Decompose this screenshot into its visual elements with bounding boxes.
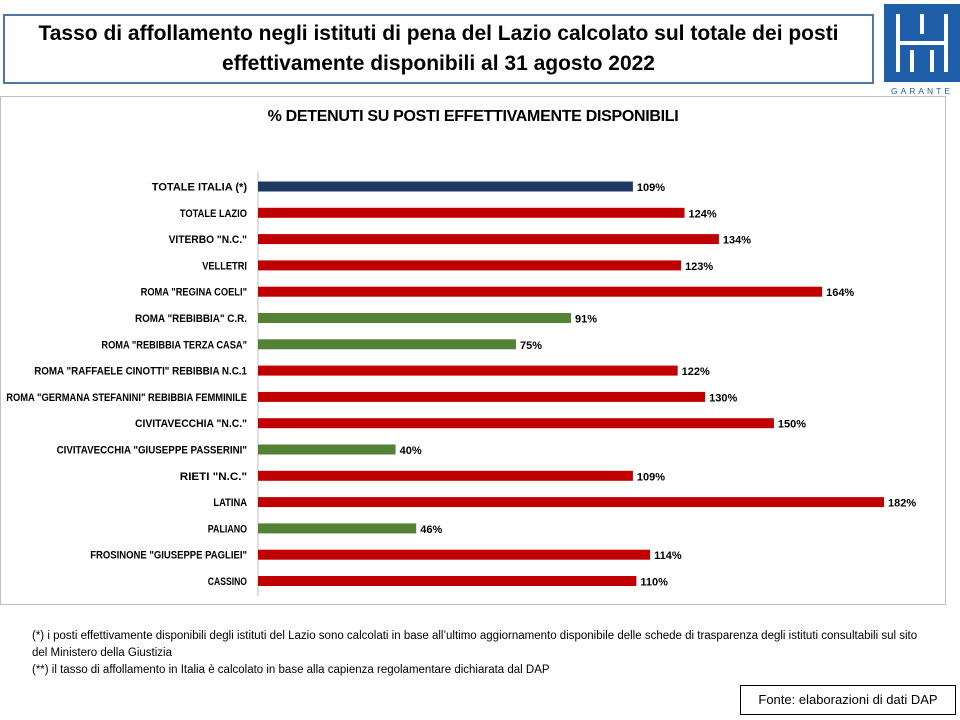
value-label: 110%: [640, 577, 668, 589]
value-label: 124%: [689, 208, 717, 220]
page-title-line1: Tasso di affollamento negli istituti di …: [38, 22, 839, 45]
footnote-2: (**) il tasso di affollamento in Italia …: [32, 664, 550, 676]
bar: [258, 234, 719, 245]
value-label: 182%: [888, 498, 916, 510]
category-label: RIETI "N.C.": [180, 471, 247, 483]
category-label: VITERBO "N.C.": [169, 234, 247, 246]
bar-chart: TOTALE ITALIA (*) TOTALE LAZIO VITERBO "N.…: [6, 171, 917, 597]
value-label: 109%: [637, 471, 665, 483]
bar: [258, 497, 884, 508]
bar: [258, 523, 417, 534]
value-label: 46%: [420, 524, 442, 536]
category-label: CIVITAVECCHIA "N.C.": [135, 418, 247, 430]
value-label: 75%: [520, 340, 542, 352]
value-label: 122%: [682, 366, 710, 378]
footnotes: (*) i posti effettivamente disponibili d…: [32, 628, 932, 679]
value-label: 150%: [778, 419, 806, 431]
bar: [258, 339, 516, 350]
bar: [258, 549, 651, 560]
bar: [258, 576, 637, 586]
bar: [258, 418, 774, 429]
svg-text:GARANTE: GARANTE: [891, 86, 953, 96]
category-label: ROMA "GERMANA STEFANINI" REBIBBIA FEMMIN…: [6, 392, 247, 404]
chart-area: [0, 96, 946, 605]
category-label: TOTALE ITALIA (*): [152, 182, 248, 194]
bar: [258, 260, 682, 271]
category-label: ROMA "REBIBBIA TERZA CASA": [101, 339, 247, 351]
category-labels: TOTALE ITALIA (*) TOTALE LAZIO VITERBO "N.…: [6, 182, 247, 589]
value-label: 134%: [723, 235, 751, 247]
category-label: VELLETRI: [202, 260, 247, 272]
page-title: Tasso di affollamento negli istituti di …: [3, 14, 874, 84]
bar: [258, 313, 571, 323]
bar: [258, 207, 685, 218]
footnote-1: (*) i posti effettivamente disponibili d…: [32, 630, 918, 659]
category-label: ROMA "RAFFAELE CINOTTI" REBIBBIA N.C.1: [34, 366, 247, 378]
bar: [258, 391, 706, 402]
category-label: PALIANO: [208, 523, 248, 535]
value-label: 123%: [685, 261, 713, 273]
value-label: 109%: [637, 182, 665, 194]
bar: [258, 470, 633, 481]
value-label: 130%: [709, 392, 737, 404]
value-label: 164%: [826, 287, 854, 299]
category-label: CASSINO: [208, 576, 248, 588]
value-label: 114%: [654, 550, 682, 562]
category-label: ROMA "REBIBBIA" C.R.: [135, 313, 247, 325]
category-label: ROMA "REGINA COELI": [141, 287, 247, 299]
bars: [258, 181, 884, 586]
category-label: TOTALE LAZIO: [180, 208, 248, 220]
category-label: FROSINONE "GIUSEPPE PAGLIEI": [90, 550, 247, 562]
category-label: LATINA: [213, 497, 247, 509]
page-title-line2: effettivamente disponibili al 31 agosto …: [222, 52, 655, 75]
bar: [258, 181, 633, 192]
value-label: 40%: [400, 445, 422, 457]
bar: [258, 365, 678, 376]
value-label: 91%: [575, 314, 597, 326]
category-label: CIVITAVECCHIA "GIUSEPPE PASSERINI": [57, 445, 247, 457]
bar: [258, 286, 823, 297]
garante-logo: GARANTE DIRITTI: [884, 4, 960, 107]
chart-title: % DETENUTI SU POSTI EFFETTIVAMENTE DISPO…: [267, 108, 679, 125]
value-labels: 109% 124% 134% 123% 164% 91% 75% 122% 130% 150% 40…: [400, 182, 917, 589]
bar: [258, 444, 396, 455]
source-box: Fonte: elaborazioni di dati DAP: [740, 685, 956, 715]
